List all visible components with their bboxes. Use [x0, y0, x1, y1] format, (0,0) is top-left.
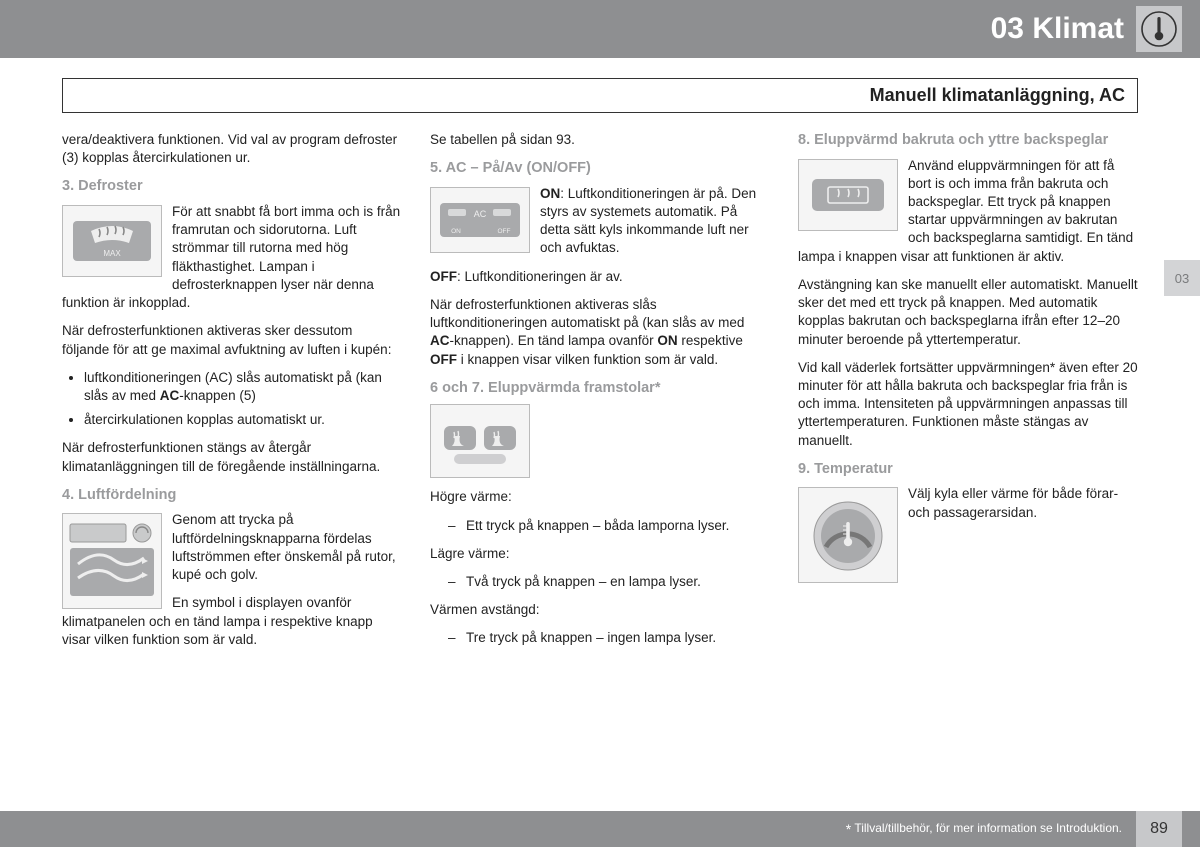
- svg-text:AC: AC: [474, 209, 487, 219]
- thermometer-icon: [1136, 6, 1182, 52]
- footnote: * Tillval/tillbehör, för mer information…: [846, 821, 1122, 837]
- chapter-title: 03 Klimat: [991, 12, 1124, 46]
- ac-off-text: OFF: Luftkonditioneringen är av.: [430, 268, 770, 286]
- chapter-side-tab: 03: [1164, 260, 1200, 296]
- defroster-p3: När defrosterfunktionen stängs av återgå…: [62, 439, 402, 475]
- seats-off-item: –Tre tryck på knappen – ingen lampa lyse…: [430, 629, 770, 647]
- seats-high-label: Högre värme:: [430, 488, 770, 506]
- chapter-header: 03 Klimat: [0, 0, 1200, 58]
- heading-defroster: 3. Defroster: [62, 177, 402, 197]
- ac-p1: När defrosterfunktionen aktiveras slås l…: [430, 296, 770, 369]
- ac-onoff-icon: AC ON OFF: [430, 187, 530, 253]
- rear-p3: Vid kall väderlek fortsätter uppvärmning…: [798, 359, 1138, 450]
- bullet-ac: luftkonditioneringen (AC) slås automatis…: [84, 369, 402, 405]
- defroster-p2: När defrosterfunktionen aktiveras sker d…: [62, 322, 402, 358]
- airdist-p3: Se tabellen på sidan 93.: [430, 131, 770, 149]
- svg-text:MAX: MAX: [103, 249, 121, 258]
- seats-low-item: –Två tryck på knappen – en lampa lyser.: [430, 573, 770, 591]
- section-title-box: Manuell klimatanläggning, AC: [62, 78, 1138, 113]
- section-title: Manuell klimatanläggning, AC: [870, 85, 1125, 105]
- page-footer: * Tillval/tillbehör, för mer information…: [0, 811, 1200, 847]
- seats-high-item: –Ett tryck på knappen – båda lamporna ly…: [430, 517, 770, 535]
- heading-heated-seats: 6 och 7. Eluppvärmda framstolar*: [430, 379, 770, 399]
- bullet-recirc: återcirkulationen kopplas automatiskt ur…: [84, 411, 402, 429]
- heading-temperature: 9. Temperatur: [798, 460, 1138, 480]
- temperature-dial-icon: [798, 487, 898, 583]
- defroster-icon: MAX: [62, 205, 162, 277]
- air-distribution-icon: [62, 513, 162, 609]
- heading-air-dist: 4. Luftfördelning: [62, 486, 402, 506]
- svg-text:OFF: OFF: [498, 228, 511, 235]
- defroster-bullets: luftkonditioneringen (AC) slås automatis…: [84, 369, 402, 430]
- rear-defrost-icon: [798, 159, 898, 231]
- seats-low-label: Lägre värme:: [430, 545, 770, 563]
- rear-p2: Avstängning kan ske manuellt eller autom…: [798, 276, 1138, 349]
- body-content: vera/deaktivera funktionen. Vid val av p…: [62, 131, 1138, 649]
- page-number: 89: [1136, 811, 1182, 847]
- heading-ac-onoff: 5. AC – På/Av (ON/OFF): [430, 159, 770, 179]
- seats-off-label: Värmen avstängd:: [430, 601, 770, 619]
- intro-continued: vera/deaktivera funktionen. Vid val av p…: [62, 131, 402, 167]
- heated-seats-icon: [430, 404, 530, 478]
- heading-rear-defrost: 8. Eluppvärmd bakruta och yttre backspeg…: [798, 131, 1138, 151]
- svg-text:ON: ON: [451, 228, 461, 235]
